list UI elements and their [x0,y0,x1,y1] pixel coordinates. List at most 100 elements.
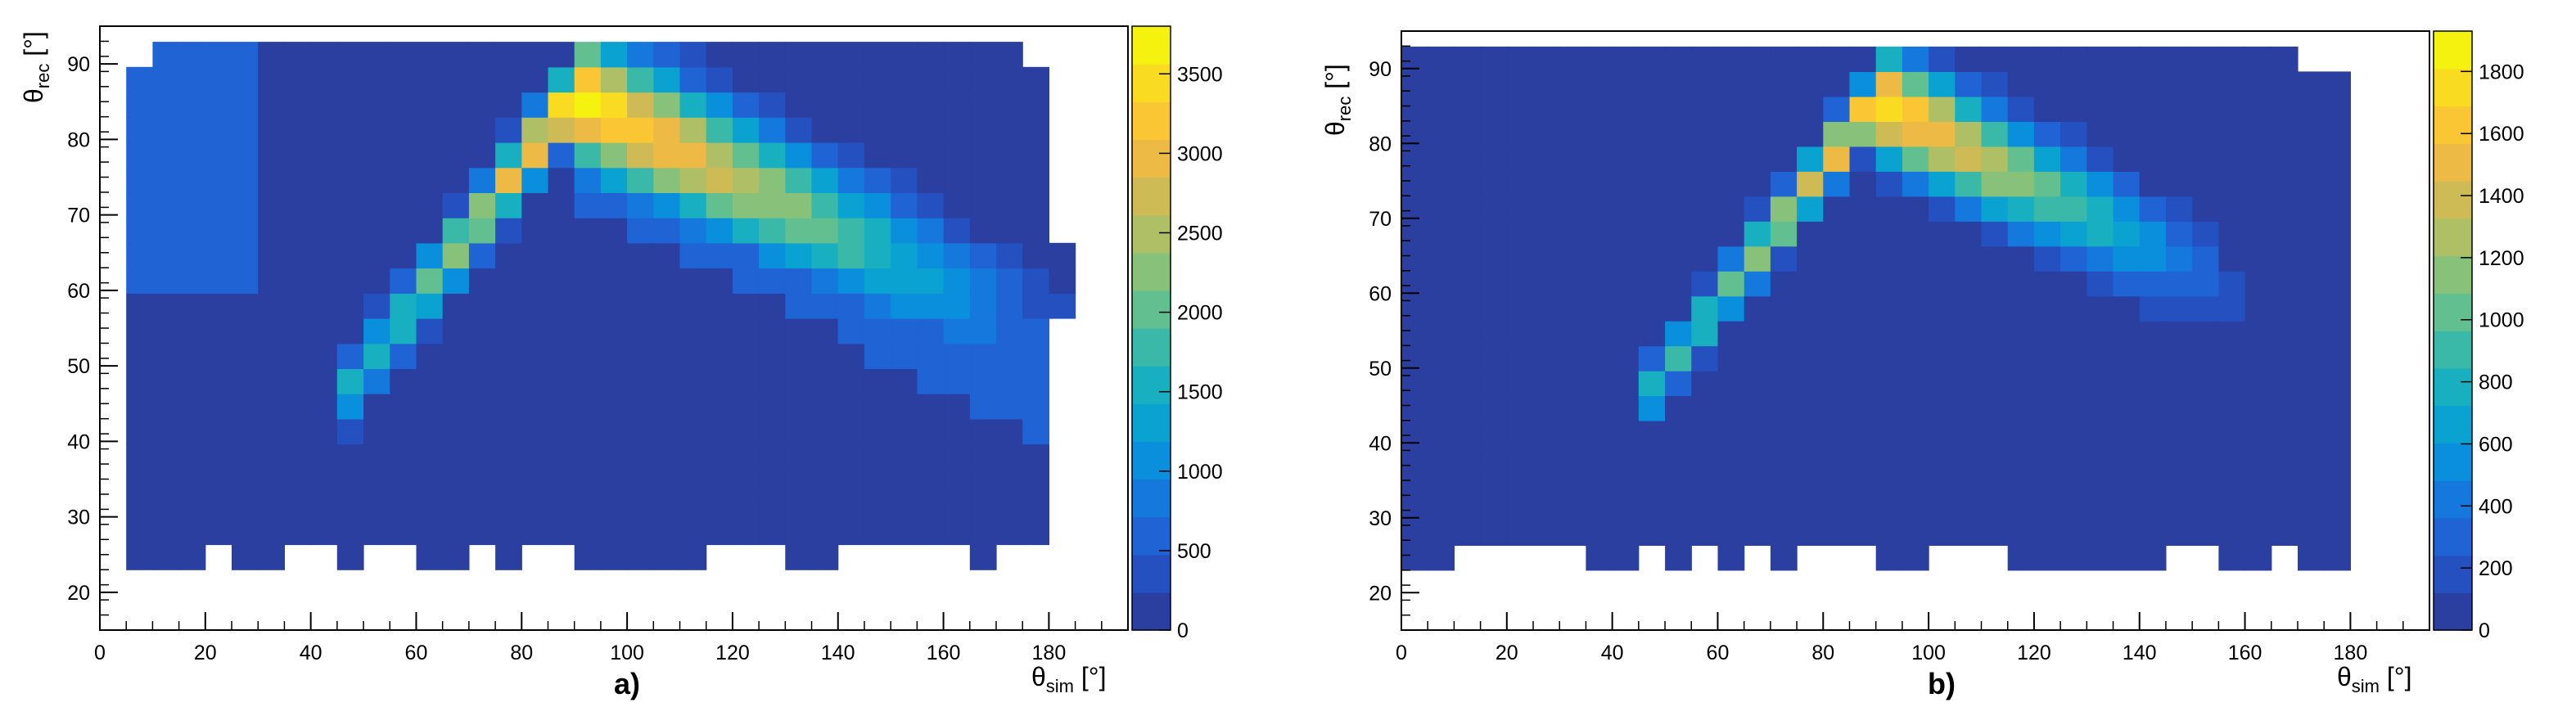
heatmap-bin [1428,371,1455,397]
heatmap-bin [864,469,891,495]
heatmap-bin [1533,146,1560,172]
heatmap-bin [521,418,549,445]
heatmap-bin [205,318,232,344]
heatmap-bin [1586,445,1613,471]
heatmap-bin [1506,321,1534,347]
heatmap-bin [2139,71,2167,97]
heatmap-bin [1559,345,1586,372]
heatmap-bin [1929,121,1956,147]
heatmap-bin [178,494,206,520]
heatmap-bin [706,368,733,394]
heatmap-bin [785,469,813,495]
heatmap-bin [627,494,654,520]
heatmap-bin [390,142,417,169]
heatmap-bin [1955,345,1983,372]
heatmap-bin [1506,146,1534,172]
heatmap-bin [416,42,444,68]
heatmap-bin [574,343,602,369]
heatmap-bin [1638,445,1666,471]
heatmap-bin [1691,321,1719,347]
heatmap-bin [1454,345,1482,372]
heatmap-bin [1638,196,1666,222]
heatmap-bin [232,293,259,319]
colorbar-swatch [1132,214,1171,254]
heatmap-bin [205,92,232,118]
heatmap-bin [574,268,602,294]
heatmap-bin [1480,146,1508,172]
heatmap-bin [1480,221,1508,247]
x-tick-label: 100 [1911,642,1946,664]
heatmap-bin [785,293,813,319]
colorbar-tick-label: 0 [1177,619,1189,642]
heatmap-bin [1981,495,2009,521]
heatmap-bin [1506,196,1534,222]
heatmap-bin [706,268,733,294]
heatmap-bin [2113,545,2141,571]
heatmap-bin [2298,545,2325,571]
colorbar-swatch [1132,441,1171,480]
heatmap-bin [969,142,997,169]
colorbar-swatch [1132,328,1171,367]
colorbar-tick-label: 1000 [1177,461,1223,484]
heatmap-bin [627,318,654,344]
heatmap-bin [1929,321,1956,347]
heatmap-bin [1022,218,1049,244]
heatmap-bin [2218,445,2246,471]
heatmap-bin [284,444,312,470]
heatmap-bin [1428,421,1455,447]
heatmap-bin [495,66,522,93]
heatmap-bin [943,343,971,369]
heatmap-bin [258,368,285,394]
heatmap-bin [1586,345,1613,372]
heatmap-bin [837,218,865,244]
heatmap-bin [600,368,628,394]
heatmap-bin [1770,71,1798,97]
heatmap-bin [1665,221,1692,247]
heatmap-bin [152,444,180,470]
heatmap-bin [864,117,891,143]
heatmap-bin [864,519,891,546]
colorbar-swatch [2434,68,2472,107]
heatmap-bin [1480,271,1508,297]
heatmap-bin [811,66,839,93]
heatmap-bin [495,444,522,470]
heatmap-bin [653,192,681,218]
x-tick-label: 160 [927,642,961,664]
heatmap-bin [2033,245,2061,272]
heatmap-bin [2165,421,2193,447]
heatmap-bin [126,92,153,118]
heatmap-bin [1428,445,1455,471]
heatmap-bin [943,394,971,420]
heatmap-bin [548,42,575,68]
heatmap-bin [1770,345,1798,372]
heatmap-bin [837,142,865,169]
heatmap-bin [732,117,760,143]
heatmap-bin [1533,271,1560,297]
heatmap-bin [1902,121,1929,147]
heatmap-bin [2244,321,2272,347]
heatmap-bin [1480,295,1508,322]
heatmap-bin [258,167,285,193]
heatmap-bin [574,142,602,169]
heatmap-bin [2113,495,2141,521]
heatmap-bin [1559,421,1586,447]
heatmap-bin [706,92,733,118]
heatmap-bin [126,293,153,319]
heatmap-bin [1559,96,1586,122]
colorbar-swatch [2434,255,2472,294]
heatmap-bin [1428,470,1455,496]
heatmap-bin [258,92,285,118]
heatmap-bin [1744,421,1771,447]
heatmap-bin [1533,171,1560,197]
heatmap-bin [2298,295,2325,322]
heatmap-bin [917,444,945,470]
heatmap-bin [1717,71,1745,97]
colorbar-swatch [1132,290,1171,329]
heatmap-bin [864,167,891,193]
heatmap-bin [785,242,813,269]
heatmap-bin [1665,421,1692,447]
colorbar-swatch [2434,106,2472,144]
heatmap-bin [785,92,813,118]
heatmap-bin [1022,343,1049,369]
heatmap-bin [1744,96,1771,122]
